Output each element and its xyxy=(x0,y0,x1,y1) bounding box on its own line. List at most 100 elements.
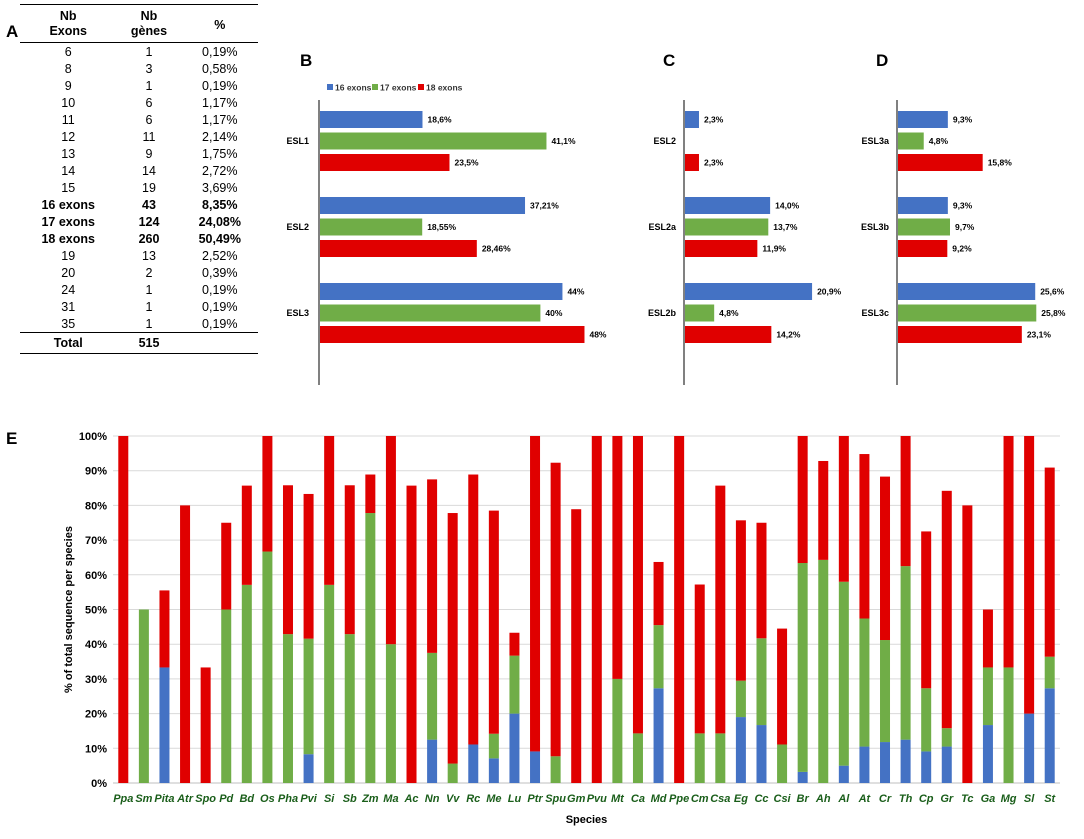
y-tick-label: 90% xyxy=(85,466,107,478)
species-tick-label: At xyxy=(858,793,872,805)
stacked-bar-segment xyxy=(715,733,726,783)
header-nb-exons-2: Exons xyxy=(20,24,117,43)
cell-exons: 15 xyxy=(61,180,76,195)
stacked-bar-segment xyxy=(1024,713,1035,783)
stacked-bar-segment xyxy=(880,640,891,743)
stacked-bar-segment xyxy=(159,590,170,668)
stacked-bar-segment xyxy=(221,609,232,783)
cell-exons: 10 xyxy=(61,95,76,110)
bar xyxy=(685,304,715,322)
stacked-bar-segment xyxy=(488,733,499,759)
species-tick-label: Ppe xyxy=(669,793,689,805)
species-tick-label: Ptr xyxy=(527,793,543,805)
stacked-bar-segment xyxy=(427,652,438,740)
stacked-bar-segment xyxy=(921,688,932,752)
bar-data-label: 18,6% xyxy=(427,115,452,125)
stacked-bar-segment xyxy=(880,742,891,783)
stacked-bar-segment xyxy=(694,733,705,783)
bar-data-label: 11,9% xyxy=(762,244,786,254)
species-tick-label: Zm xyxy=(361,793,379,805)
legend-swatch-3 xyxy=(418,84,424,90)
stacked-bar-segment xyxy=(488,510,499,734)
stacked-bar-segment xyxy=(941,746,952,783)
stacked-bar-segment xyxy=(324,436,335,585)
header-pct: % xyxy=(181,4,258,43)
table-row: 31 1 0,19% xyxy=(20,298,258,315)
exon-count-table: Nb Nb % Exons gènes 6 1 0,19% 8 3 0,58% 9 1 0,19… xyxy=(20,4,258,354)
cell-exons: 20 xyxy=(61,265,76,280)
stacked-bar-segment xyxy=(221,522,232,610)
header-nb-exons-1: Nb xyxy=(20,4,117,24)
bar xyxy=(320,154,450,171)
stacked-bar-segment xyxy=(797,771,808,783)
species-tick-label: Gr xyxy=(940,793,954,805)
bar-data-label: 13,7% xyxy=(773,222,798,232)
table-row: 12 11 2,14% xyxy=(20,128,258,145)
species-tick-label: Gm xyxy=(567,793,586,805)
y-tick-label: 100% xyxy=(79,431,107,443)
species-tick-label: Tc xyxy=(961,793,973,805)
stacked-bar-segment xyxy=(818,559,829,783)
stacked-bar-segment xyxy=(632,733,643,783)
y-tick-label: 0% xyxy=(91,778,107,790)
cell-genes: 9 xyxy=(145,146,153,161)
stacked-bar-segment xyxy=(838,765,849,783)
stacked-bar-segment xyxy=(530,436,541,752)
legend-swatch-2 xyxy=(372,84,378,90)
y-tick-label: 70% xyxy=(85,535,107,547)
stacked-bar-segment xyxy=(653,561,664,626)
species-tick-label: Pd xyxy=(219,793,233,805)
species-tick-label: Ac xyxy=(403,793,418,805)
bar-data-label: 2,3% xyxy=(704,158,724,168)
stacked-bar-segment xyxy=(550,462,561,757)
stacked-bar-segment xyxy=(653,625,664,689)
table-row: 16 exons 43 8,35% xyxy=(20,196,258,213)
cell-pct: 2,72% xyxy=(202,163,238,178)
species-tick-label: Mg xyxy=(1001,793,1017,805)
stacked-bar-segment xyxy=(921,531,932,689)
stacked-bar-segment xyxy=(715,485,726,734)
stacked-bar-segment xyxy=(303,754,314,783)
total-genes: 515 xyxy=(116,332,182,354)
y-tick-label: 80% xyxy=(85,500,107,512)
cell-pct: 1,17% xyxy=(202,112,238,127)
cell-exons: 11 xyxy=(61,112,75,127)
cell-exons: 16 exons xyxy=(41,197,95,212)
cell-genes: 124 xyxy=(138,214,160,229)
stacked-bar-segment xyxy=(1003,436,1014,668)
bar xyxy=(898,326,1022,343)
cell-pct: 0,39% xyxy=(202,265,238,280)
species-tick-label: Rc xyxy=(466,793,480,805)
stacked-bar-segment xyxy=(735,520,746,681)
category-label: ESL2a xyxy=(648,222,677,232)
table-row: 14 14 2,72% xyxy=(20,162,258,179)
stacked-bar-segment xyxy=(838,581,849,766)
species-tick-label: Cr xyxy=(879,793,892,805)
stacked-bar-segment xyxy=(880,476,891,641)
cell-pct: 2,52% xyxy=(202,248,238,263)
cell-pct: 0,19% xyxy=(202,44,238,59)
cell-pct: 1,17% xyxy=(202,95,238,110)
species-tick-label: Vv xyxy=(446,793,460,805)
species-tick-label: Csi xyxy=(774,793,792,805)
bar-data-label: 14,2% xyxy=(776,330,801,340)
species-tick-label: Ah xyxy=(815,793,831,805)
bar xyxy=(898,132,924,150)
cell-genes: 1 xyxy=(145,44,153,59)
legend-label-3: 18 exons xyxy=(426,83,463,93)
stacked-bar-segment xyxy=(324,584,335,783)
table-row: 15 19 3,69% xyxy=(20,179,258,196)
species-tick-label: Ma xyxy=(383,793,398,805)
bar-data-label: 23,5% xyxy=(454,158,479,168)
cell-exons: 9 xyxy=(64,78,72,93)
cell-exons: 24 xyxy=(61,282,76,297)
stacked-bar-segment xyxy=(138,609,149,783)
stacked-bar-segment xyxy=(344,485,355,635)
stacked-bar-segment xyxy=(282,634,293,783)
species-tick-label: Cm xyxy=(691,793,709,805)
species-tick-label: Si xyxy=(324,793,335,805)
bar xyxy=(685,240,758,257)
bar xyxy=(320,304,541,322)
species-tick-label: Ppa xyxy=(113,793,133,805)
stacked-bar-segment xyxy=(735,680,746,718)
